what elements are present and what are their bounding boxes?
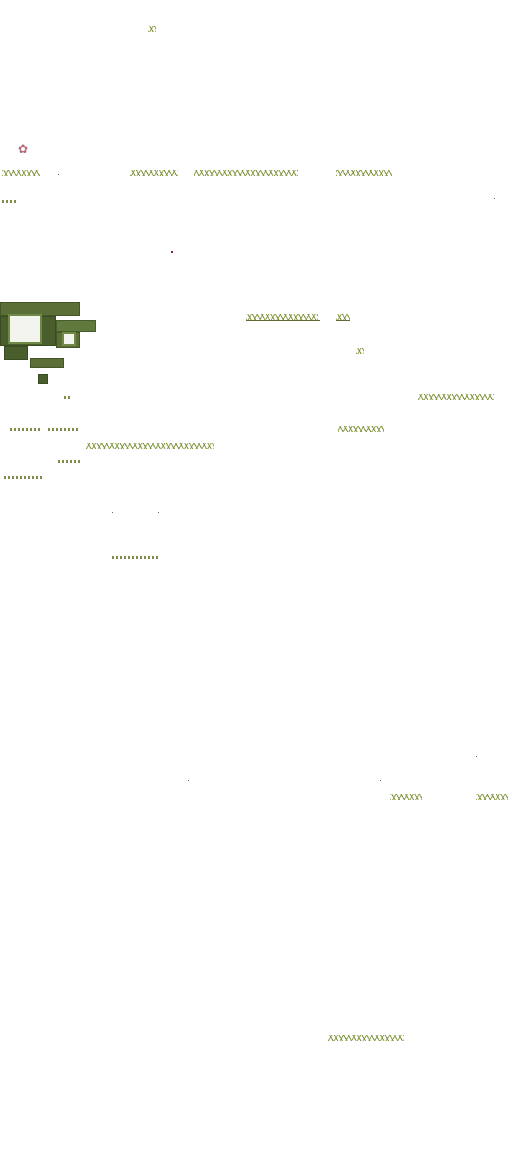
- grass-tile: [4, 346, 28, 360]
- grass-tuft-sprite: [2, 200, 16, 203]
- grass-tuft-sprite: [10, 428, 40, 431]
- grass-tuft-sprite: [356, 348, 364, 354]
- grass-tuft-sprite: [194, 170, 298, 176]
- grass-tuft-sprite: [112, 556, 160, 559]
- grass-tuft-sprite: [48, 428, 80, 431]
- grass-tuft-sprite: [246, 314, 318, 320]
- grass-tile-hole: [8, 314, 42, 344]
- grass-tuft-sprite: [58, 460, 80, 463]
- grass-tile: [38, 374, 48, 384]
- flower-sprite: ✿: [17, 142, 29, 156]
- grass-tuft-sprite: [390, 794, 422, 800]
- grass-tuft-sprite: [338, 426, 384, 432]
- grass-tuft-sprite: [4, 476, 44, 479]
- grass-tuft-sprite: [336, 314, 350, 320]
- grass-tuft-sprite: [336, 170, 392, 176]
- grass-tuft-sprite: [130, 170, 178, 176]
- grass-tile-hole: [62, 332, 76, 346]
- grass-tile: [0, 302, 80, 316]
- grass-tuft-sprite: [86, 443, 214, 449]
- pixel-speck: [58, 174, 59, 175]
- pixel-speck: [476, 756, 477, 757]
- grass-tile: [30, 358, 64, 368]
- pixel-speck: [112, 512, 113, 513]
- grass-tuft-sprite: [418, 394, 494, 400]
- pixel-speck: [158, 512, 159, 513]
- ground-line: [336, 320, 350, 321]
- grass-tuft-sprite: [148, 26, 156, 32]
- ground-line: [246, 320, 320, 321]
- grass-tuft-sprite: [476, 794, 508, 800]
- pixel-speck: [188, 780, 189, 781]
- red-speck: [171, 251, 173, 253]
- grass-tuft-sprite: [64, 396, 70, 399]
- pixel-speck: [494, 198, 495, 199]
- grass-tuft-sprite: [328, 1035, 404, 1041]
- grass-tuft-sprite: [2, 170, 40, 176]
- pixel-speck: [380, 780, 381, 781]
- grass-tile: [56, 320, 96, 332]
